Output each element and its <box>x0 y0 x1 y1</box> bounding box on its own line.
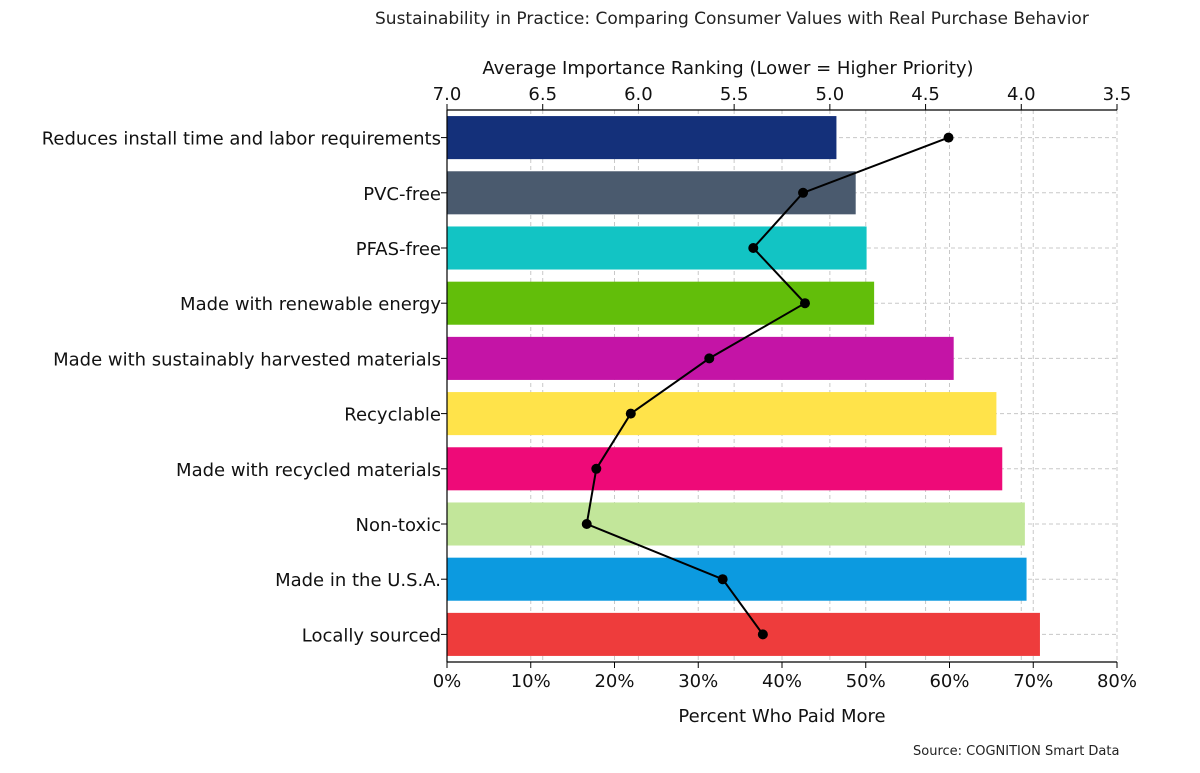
category-label: Made with sustainably harvested material… <box>53 349 441 370</box>
ranking-polyline <box>585 136 949 635</box>
bars <box>447 116 1040 656</box>
bar <box>447 116 837 160</box>
bar <box>447 557 1027 601</box>
category-label: Made with renewable energy <box>180 294 441 315</box>
bar <box>447 447 1003 491</box>
category-label: Made with recycled materials <box>176 460 441 481</box>
bar <box>447 281 875 325</box>
ranking-point <box>799 298 810 309</box>
top-tick-label: 3.5 <box>1103 84 1132 105</box>
source-note: Source: COGNITION Smart Data <box>913 744 1120 759</box>
bar <box>447 226 867 270</box>
ranking-point <box>625 408 636 419</box>
bottom-tick-label: 80% <box>1097 671 1137 692</box>
bar <box>447 392 997 436</box>
ranking-point <box>704 353 715 364</box>
ranking-point <box>591 463 602 474</box>
top-tick-label: 4.0 <box>1007 84 1036 105</box>
top-tick-label: 5.5 <box>720 84 749 105</box>
ranking-point <box>717 574 728 585</box>
bottom-tick-label: 10% <box>511 671 551 692</box>
category-label: Reduces install time and labor requireme… <box>42 129 441 150</box>
bottom-tick-label: 40% <box>762 671 802 692</box>
bottom-tick-label: 20% <box>594 671 634 692</box>
bar <box>447 502 1025 546</box>
bar <box>447 336 954 380</box>
bar <box>447 612 1040 656</box>
ranking-point <box>757 629 768 640</box>
top-tick-label: 6.0 <box>624 84 653 105</box>
ranking-point <box>748 243 759 253</box>
x-axis-label: Percent Who Paid More <box>678 706 885 727</box>
category-label: PVC-free <box>363 184 441 205</box>
ranking-point <box>798 187 809 198</box>
ranking-point <box>943 132 954 143</box>
bottom-tick-label: 0% <box>433 671 462 692</box>
category-label: Made in the U.S.A. <box>275 570 441 591</box>
ranking-line <box>581 132 954 640</box>
bottom-tick-label: 70% <box>1013 671 1053 692</box>
chart-title: Sustainability in Practice: Comparing Co… <box>375 9 1089 29</box>
top-tick-label: 6.5 <box>528 84 557 105</box>
top-tick-label: 7.0 <box>433 84 462 105</box>
labels: 0% 10% 20% 30% 40% 50% 60% 70% 80% 7.0 6.5 6.0 5.5 5.… <box>42 58 1137 727</box>
category-label: Non-toxic <box>356 515 441 536</box>
top-tick-label: 5.0 <box>816 84 845 105</box>
top-tick-label: 4.5 <box>911 84 940 105</box>
bottom-tick-label: 50% <box>846 671 886 692</box>
bottom-tick-label: 60% <box>929 671 969 692</box>
category-label: PFAS-free <box>356 239 441 260</box>
ranking-point <box>581 519 592 529</box>
bar <box>447 171 856 215</box>
category-label: Recyclable <box>344 405 441 426</box>
bottom-tick-label: 30% <box>678 671 718 692</box>
top-axis-label: Average Importance Ranking (Lower = High… <box>482 58 973 79</box>
category-label: Locally sourced <box>302 625 441 646</box>
axes <box>441 104 1118 668</box>
